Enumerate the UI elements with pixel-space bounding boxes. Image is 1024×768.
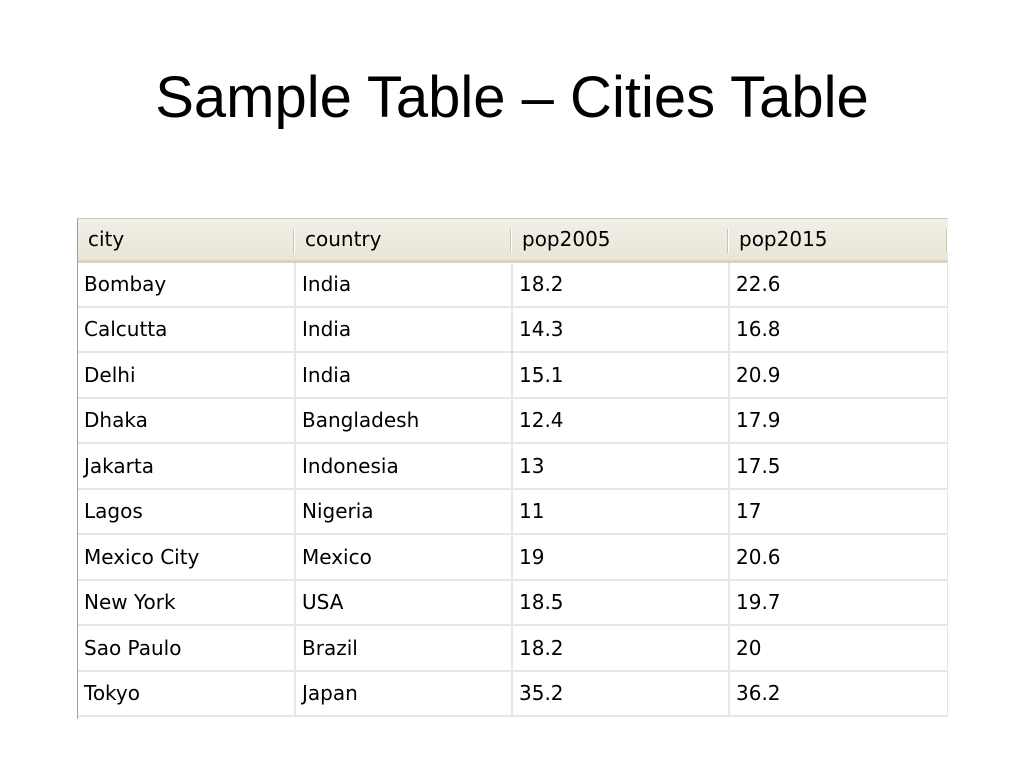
cell-country[interactable]: Bangladesh <box>295 397 513 444</box>
cell-pop2005[interactable]: 13 <box>512 443 730 490</box>
cell-city[interactable]: New York <box>78 579 296 626</box>
table-row[interactable]: Jakarta Indonesia 13 17.5 <box>78 443 948 490</box>
cell-pop2015[interactable]: 22.6 <box>729 261 948 308</box>
cell-pop2005[interactable]: 18.2 <box>512 261 730 308</box>
cell-pop2015[interactable]: 17 <box>729 488 948 535</box>
cell-country[interactable]: India <box>295 306 513 353</box>
column-header-country[interactable]: country <box>295 219 512 263</box>
cell-city[interactable]: Delhi <box>78 352 296 399</box>
cell-pop2005[interactable]: 12.4 <box>512 397 730 444</box>
data-grid: city country pop2005 pop2015 Bombay Indi… <box>78 219 948 717</box>
column-separator[interactable] <box>293 229 295 253</box>
column-header-label: country <box>305 227 382 252</box>
column-header-label: city <box>88 227 125 252</box>
cell-pop2015[interactable]: 20.6 <box>729 534 948 581</box>
cell-pop2005[interactable]: 14.3 <box>512 306 730 353</box>
cell-pop2005[interactable]: 11 <box>512 488 730 535</box>
cell-pop2005[interactable]: 35.2 <box>512 670 730 717</box>
cell-pop2015[interactable]: 19.7 <box>729 579 948 626</box>
column-header-label: pop2015 <box>739 227 828 252</box>
cell-pop2015[interactable]: 36.2 <box>729 670 948 717</box>
table-row[interactable]: Mexico City Mexico 19 20.6 <box>78 534 948 581</box>
table-row[interactable]: New York USA 18.5 19.7 <box>78 579 948 626</box>
column-separator[interactable] <box>727 229 729 253</box>
column-header-label: pop2005 <box>522 227 611 252</box>
cell-country[interactable]: Brazil <box>295 625 513 672</box>
cell-city[interactable]: Mexico City <box>78 534 296 581</box>
cell-country[interactable]: India <box>295 352 513 399</box>
cell-country[interactable]: Indonesia <box>295 443 513 490</box>
table-row[interactable]: Dhaka Bangladesh 12.4 17.9 <box>78 397 948 444</box>
column-header-pop2005[interactable]: pop2005 <box>512 219 729 263</box>
table-row[interactable]: Lagos Nigeria 11 17 <box>78 488 948 535</box>
cell-city[interactable]: Tokyo <box>78 670 296 717</box>
cell-country[interactable]: USA <box>295 579 513 626</box>
cell-city[interactable]: Dhaka <box>78 397 296 444</box>
cell-city[interactable]: Calcutta <box>78 306 296 353</box>
table-row[interactable]: Sao Paulo Brazil 18.2 20 <box>78 625 948 672</box>
cell-pop2015[interactable]: 20 <box>729 625 948 672</box>
table-row[interactable]: Bombay India 18.2 22.6 <box>78 261 948 308</box>
cell-pop2015[interactable]: 17.5 <box>729 443 948 490</box>
cell-country[interactable]: Nigeria <box>295 488 513 535</box>
cell-city[interactable]: Sao Paulo <box>78 625 296 672</box>
table-row[interactable]: Delhi India 15.1 20.9 <box>78 352 948 399</box>
cell-pop2005[interactable]: 18.2 <box>512 625 730 672</box>
column-separator[interactable] <box>946 229 948 253</box>
header-row: city country pop2005 pop2015 <box>78 219 948 263</box>
cell-pop2005[interactable]: 15.1 <box>512 352 730 399</box>
cell-pop2015[interactable]: 17.9 <box>729 397 948 444</box>
column-separator[interactable] <box>510 229 512 253</box>
column-header-city[interactable]: city <box>78 219 295 263</box>
cell-city[interactable]: Lagos <box>78 488 296 535</box>
cell-pop2015[interactable]: 16.8 <box>729 306 948 353</box>
column-header-pop2015[interactable]: pop2015 <box>729 219 948 263</box>
cell-country[interactable]: Mexico <box>295 534 513 581</box>
table-row[interactable]: Calcutta India 14.3 16.8 <box>78 306 948 353</box>
cell-city[interactable]: Bombay <box>78 261 296 308</box>
cell-country[interactable]: Japan <box>295 670 513 717</box>
slide-title: Sample Table – Cities Table <box>155 65 869 130</box>
cell-country[interactable]: India <box>295 261 513 308</box>
table-row[interactable]: Tokyo Japan 35.2 36.2 <box>78 670 948 717</box>
cell-pop2005[interactable]: 19 <box>512 534 730 581</box>
cell-pop2015[interactable]: 20.9 <box>729 352 948 399</box>
cities-table: city country pop2005 pop2015 Bombay Indi… <box>77 218 948 719</box>
cell-city[interactable]: Jakarta <box>78 443 296 490</box>
cell-pop2005[interactable]: 18.5 <box>512 579 730 626</box>
